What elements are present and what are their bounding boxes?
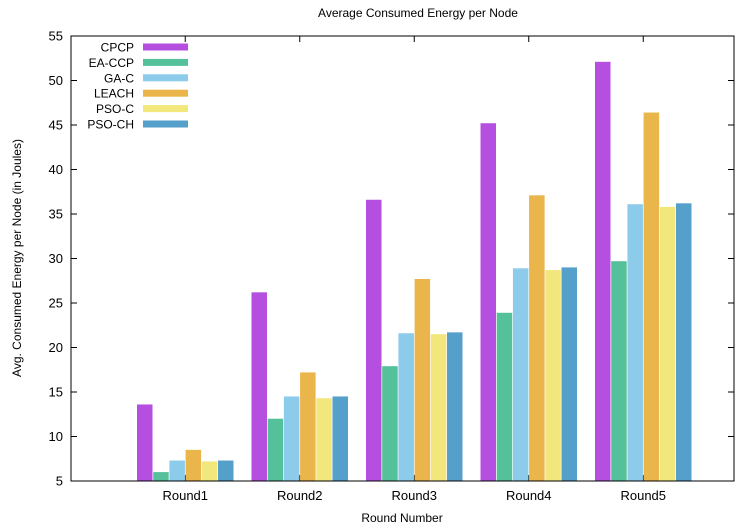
bar-pso-ch-round5 bbox=[676, 203, 692, 481]
bar-pso-c-round4 bbox=[545, 270, 561, 481]
bar-leach-round3 bbox=[414, 278, 431, 481]
bar-cpcp-round1 bbox=[137, 404, 153, 481]
bar-pso-c-round1 bbox=[201, 461, 218, 481]
y-tick-label: 40 bbox=[49, 162, 63, 177]
bar-ea-ccp-round2 bbox=[267, 418, 284, 481]
x-tick-label: Round1 bbox=[162, 488, 208, 503]
y-tick-label: 5 bbox=[56, 474, 63, 489]
bar-leach-round5 bbox=[643, 112, 660, 481]
legend-label: PSO-CH bbox=[87, 118, 134, 132]
y-tick-label: 35 bbox=[49, 207, 63, 222]
bar-cpcp-round2 bbox=[251, 292, 267, 481]
plot-frame bbox=[70, 35, 735, 482]
bar-ga-c-round1 bbox=[169, 460, 185, 481]
bar-leach-round1 bbox=[185, 449, 202, 481]
x-tick-label: Round4 bbox=[506, 488, 552, 503]
y-tick-label: 55 bbox=[49, 29, 63, 44]
legend-swatch bbox=[143, 89, 188, 97]
bars-group bbox=[137, 61, 692, 482]
legend-label: PSO-C bbox=[96, 102, 134, 116]
bar-pso-c-round5 bbox=[659, 206, 676, 481]
bar-pso-c-round2 bbox=[316, 398, 332, 481]
y-tick-label: 50 bbox=[49, 73, 63, 88]
legend-swatch bbox=[143, 105, 188, 113]
legend-swatch bbox=[143, 74, 188, 82]
bar-ga-c-round5 bbox=[627, 204, 643, 481]
x-tick-label: Round2 bbox=[277, 488, 323, 503]
bar-pso-c-round3 bbox=[430, 334, 447, 481]
x-tick-label: Round5 bbox=[620, 488, 666, 503]
bar-cpcp-round5 bbox=[595, 61, 611, 482]
bar-pso-ch-round1 bbox=[218, 460, 234, 481]
legend-label: EA-CCP bbox=[89, 56, 134, 70]
y-tick-label: 25 bbox=[49, 296, 63, 311]
y-tick-label: 10 bbox=[49, 429, 63, 444]
y-tick-label: 30 bbox=[49, 251, 63, 266]
y-tick-label: 20 bbox=[49, 340, 63, 355]
bar-pso-ch-round3 bbox=[447, 332, 463, 481]
bar-ga-c-round4 bbox=[512, 268, 529, 481]
legend-label: LEACH bbox=[94, 87, 134, 101]
x-axis-label: Round Number bbox=[361, 511, 442, 525]
bar-cpcp-round3 bbox=[366, 199, 382, 481]
x-axis-ticks: Round1 Round2 Round3 Round4 Round5 bbox=[162, 36, 666, 503]
bar-leach-round4 bbox=[529, 195, 545, 481]
bar-cpcp-round4 bbox=[480, 123, 496, 481]
bar-pso-ch-round2 bbox=[332, 396, 348, 481]
y-axis-label: Avg. Consumed Energy per Node (in Joules… bbox=[10, 139, 24, 377]
bar-ga-c-round2 bbox=[283, 396, 300, 481]
chart-title: Average Consumed Energy per Node bbox=[318, 6, 518, 20]
legend-swatch bbox=[143, 120, 188, 128]
y-axis-ticks: 5 10 15 20 25 30 35 40 45 50 55 bbox=[49, 29, 734, 489]
bar-ga-c-round3 bbox=[398, 333, 414, 481]
legend-label: GA-C bbox=[104, 71, 134, 85]
bar-ea-ccp-round5 bbox=[611, 261, 627, 481]
legend-label: CPCP bbox=[101, 41, 134, 55]
bar-leach-round2 bbox=[300, 372, 316, 481]
x-tick-label: Round3 bbox=[391, 488, 437, 503]
legend-swatch bbox=[143, 58, 188, 66]
legend-swatch bbox=[143, 43, 188, 51]
bar-pso-ch-round4 bbox=[561, 267, 577, 481]
bar-ea-ccp-round1 bbox=[153, 472, 169, 481]
bar-ea-ccp-round3 bbox=[382, 366, 398, 481]
bar-ea-ccp-round4 bbox=[496, 312, 513, 481]
y-tick-label: 15 bbox=[49, 385, 63, 400]
y-tick-label: 45 bbox=[49, 118, 63, 133]
